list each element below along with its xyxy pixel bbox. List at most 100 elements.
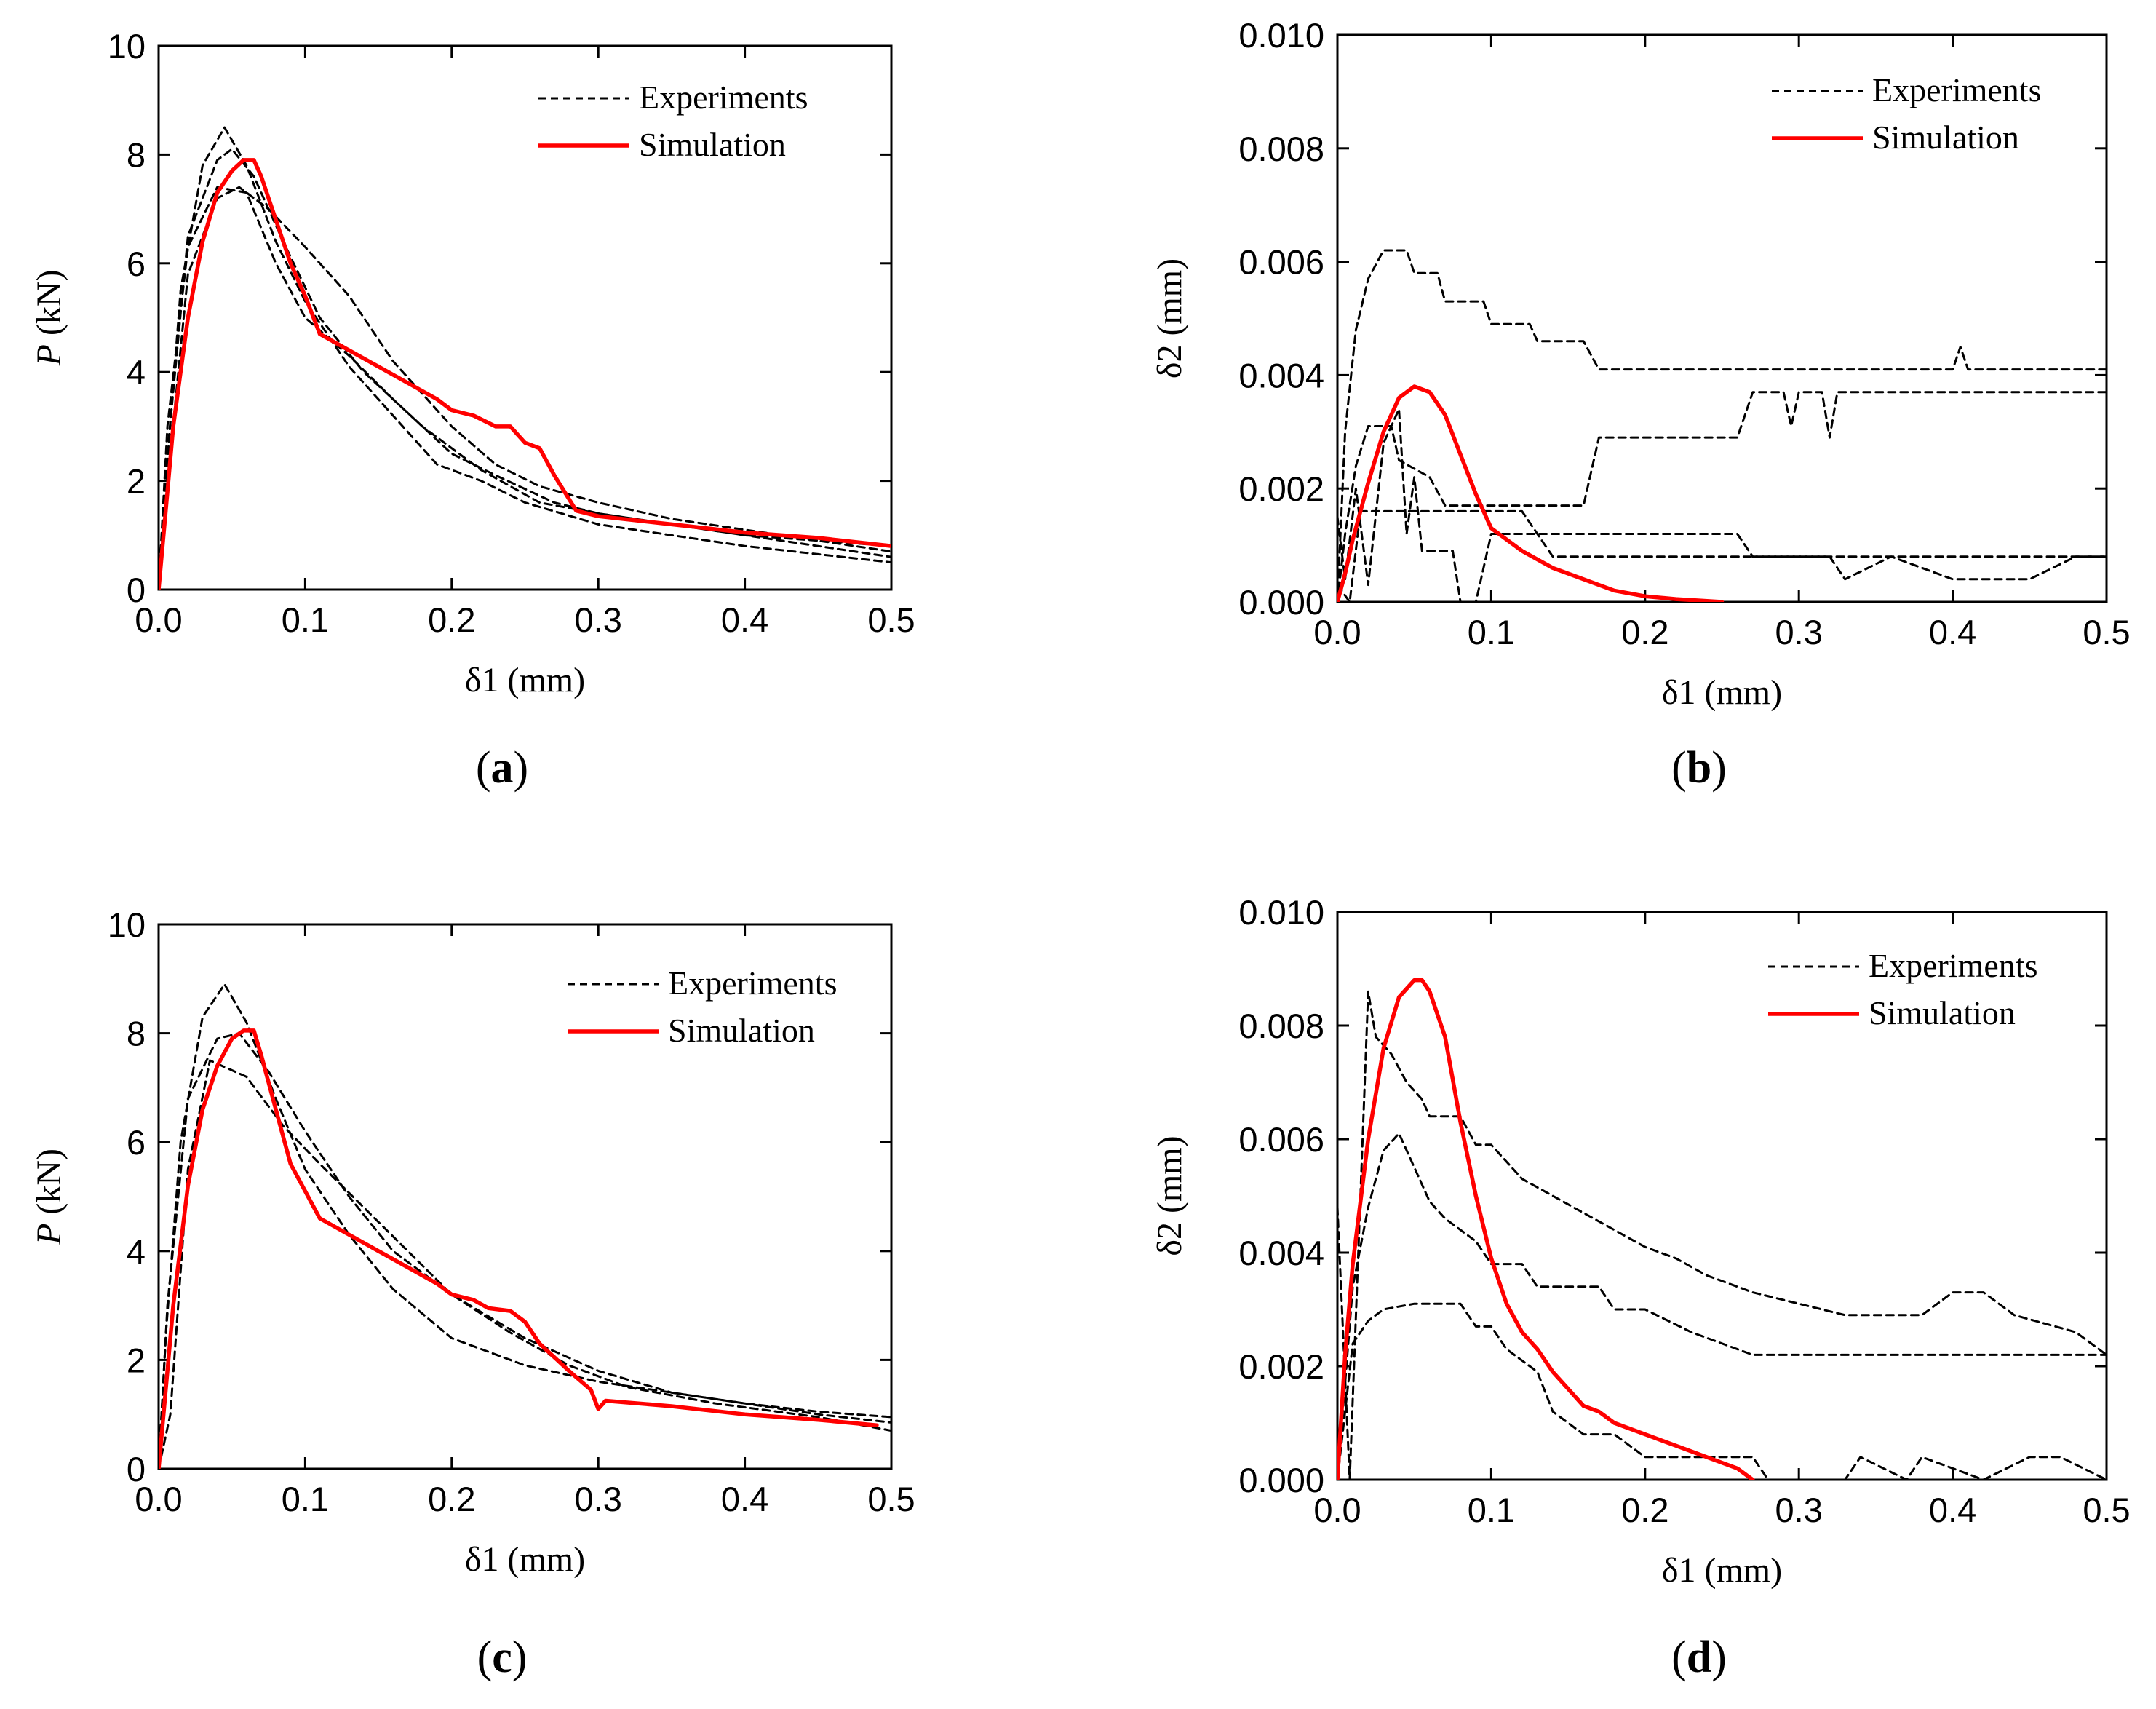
- panel-letter: d: [1687, 1633, 1711, 1682]
- chart-panel-d: 0.0 0.1 0.2 0.3 0.4 0.5 0.000 0.002 0.004 0.006 0.…: [1150, 893, 2131, 1682]
- experiment-curve: [159, 983, 891, 1469]
- y-tick-label: 0: [127, 1450, 146, 1488]
- x-tick-label: 0.5: [2083, 613, 2130, 651]
- legend-label-experiments: Experiments: [639, 79, 808, 116]
- panel-letter: a: [491, 743, 514, 793]
- legend: Experiments Simulation: [568, 964, 838, 1049]
- y-tick-label: 0: [127, 571, 146, 609]
- y-tick-label: 8: [127, 1015, 146, 1053]
- experiment-curve: [1337, 391, 2107, 602]
- legend-label-experiments: Experiments: [668, 964, 838, 1002]
- x-tick-label: 0.1: [1468, 1491, 1515, 1529]
- y-tick-label: 0.006: [1238, 243, 1324, 282]
- x-axis-label: δ1 (mm): [465, 1540, 585, 1579]
- x-tick-label: 0.3: [1775, 1491, 1823, 1529]
- plot-frame: [157, 44, 893, 591]
- y-axis-label-unit: δ2 (mm): [1150, 258, 1189, 378]
- plot-frame: [157, 923, 893, 1470]
- chart-panel-a: 0.0 0.1 0.2 0.3 0.4 0.5 0 2 4 6 8 10 δ1 (mm) P (kN) Ex…: [30, 27, 915, 793]
- experiment-curve: [159, 126, 891, 590]
- y-tick-label: 2: [127, 462, 146, 501]
- plot-frame: [1336, 911, 2108, 1481]
- panel-label: (d): [1671, 1633, 1727, 1682]
- y-tick-label: 4: [127, 1232, 146, 1271]
- x-tick-label: 0.1: [282, 1480, 329, 1518]
- experiment-curve: [159, 148, 891, 590]
- x-tick-label: 0.4: [1929, 613, 1976, 651]
- x-tick-label: 0.0: [135, 600, 182, 639]
- experiment-curve: [1337, 1132, 2107, 1480]
- legend: Experiments Simulation: [1768, 947, 2038, 1031]
- x-tick-label: 0.4: [721, 1480, 768, 1518]
- y-axis-label-unit: (kN): [30, 1149, 68, 1224]
- y-axis-label: δ2 (mm): [1150, 258, 1189, 378]
- x-tick-label: 0.3: [575, 600, 622, 639]
- experiment-curve: [1337, 249, 2107, 602]
- y-tick-label: 6: [127, 1123, 146, 1162]
- y-tick-label: 10: [108, 905, 146, 944]
- y-tick-label: 0.010: [1238, 893, 1324, 932]
- x-tick-label: 0.5: [2083, 1491, 2130, 1529]
- x-tick-label: 0.1: [282, 600, 329, 639]
- y-tick-label: 0.002: [1238, 1347, 1324, 1386]
- x-tick-label: 0.2: [1621, 1491, 1668, 1529]
- panel-letter: c: [492, 1633, 512, 1682]
- x-tick-label: 0.3: [1775, 613, 1823, 651]
- y-tick-label: 0.004: [1238, 1234, 1324, 1272]
- simulation-curve: [159, 158, 891, 590]
- panel-label: (a): [476, 743, 528, 793]
- simulation-curve: [1337, 978, 1755, 1480]
- x-tick-label: 0.3: [575, 1480, 622, 1518]
- y-tick-label: 6: [127, 245, 146, 283]
- panel-label: (b): [1671, 743, 1727, 793]
- legend-label-experiments: Experiments: [1872, 71, 2042, 108]
- y-tick-label: 0.002: [1238, 469, 1324, 508]
- experiment-curve: [1337, 509, 2107, 602]
- legend-label-simulation: Simulation: [1872, 119, 2019, 156]
- experiment-curve: [1337, 1302, 2107, 1480]
- y-tick-label: 2: [127, 1341, 146, 1379]
- y-tick-label: 0.006: [1238, 1120, 1324, 1159]
- y-tick-label: 0.008: [1238, 130, 1324, 168]
- x-tick-label: 0.5: [867, 1480, 915, 1518]
- x-tick-label: 0.2: [428, 1480, 475, 1518]
- y-axis-label: δ2 (mm): [1150, 1135, 1189, 1256]
- x-axis-label: δ1 (mm): [1662, 1551, 1782, 1590]
- y-tick-label: 4: [127, 353, 146, 392]
- y-tick-label: 0.008: [1238, 1007, 1324, 1045]
- x-tick-label: 0.4: [1929, 1491, 1976, 1529]
- simulation-curve: [1337, 384, 1725, 602]
- legend-label-experiments: Experiments: [1869, 947, 2038, 984]
- x-tick-label: 0.0: [1313, 613, 1361, 651]
- y-axis-label: P (kN): [30, 1149, 68, 1245]
- legend-label-simulation: Simulation: [668, 1012, 815, 1049]
- y-tick-label: 0.010: [1238, 16, 1324, 55]
- y-axis-label-unit: δ2 (mm): [1150, 1135, 1189, 1256]
- y-tick-label: 0.000: [1238, 583, 1324, 622]
- legend-label-simulation: Simulation: [1869, 994, 2016, 1031]
- experiment-curve: [1337, 990, 2107, 1480]
- experiment-curve: [159, 1059, 891, 1469]
- x-tick-label: 0.5: [867, 600, 915, 639]
- y-axis-label: P (kN): [30, 270, 68, 367]
- legend: Experiments Simulation: [1772, 71, 2042, 156]
- y-tick-label: 0.000: [1238, 1461, 1324, 1499]
- simulation-curve: [159, 1028, 879, 1469]
- y-tick-label: 8: [127, 135, 146, 174]
- x-tick-label: 0.2: [428, 600, 475, 639]
- experiment-curve: [159, 1032, 891, 1469]
- x-tick-label: 0.0: [1313, 1491, 1361, 1529]
- experiment-curve: [159, 186, 891, 590]
- x-tick-label: 0.0: [135, 1480, 182, 1518]
- x-axis-label: δ1 (mm): [1662, 673, 1782, 712]
- y-tick-label: 0.004: [1238, 356, 1324, 394]
- x-tick-label: 0.1: [1468, 613, 1515, 651]
- panel-label: (c): [477, 1633, 528, 1682]
- chart-panel-c: 0.0 0.1 0.2 0.3 0.4 0.5 0 2 4 6 8 10 δ1 (mm) P (kN) Ex…: [30, 905, 915, 1682]
- x-axis-label: δ1 (mm): [465, 661, 585, 699]
- x-tick-label: 0.4: [721, 600, 768, 639]
- y-tick-label: 10: [108, 27, 146, 66]
- y-axis-label-unit: (kN): [30, 270, 68, 345]
- x-tick-label: 0.2: [1621, 613, 1668, 651]
